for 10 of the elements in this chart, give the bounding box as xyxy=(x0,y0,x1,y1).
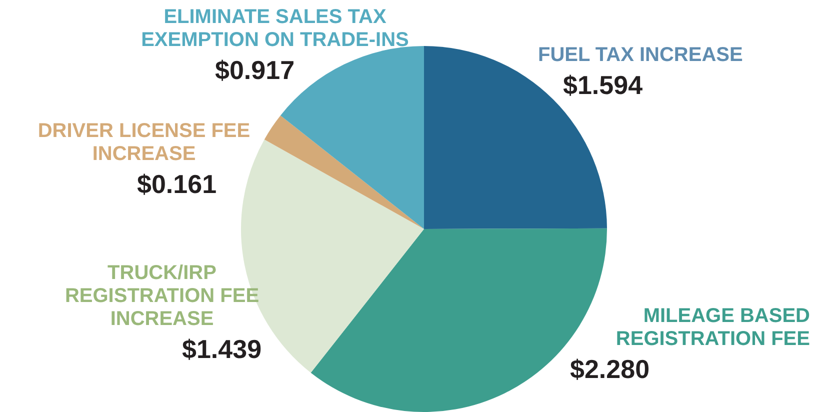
slice-label: FUEL TAX INCREASE xyxy=(538,44,744,67)
data-label: $1.594 xyxy=(562,70,644,101)
data-label: $1.439 xyxy=(181,334,262,365)
data-label: $0.917 xyxy=(214,55,296,86)
data-label: $2.280 xyxy=(570,354,651,385)
slice-label: TRUCK/IRP REGISTRATION FEE INCREASE xyxy=(64,262,260,331)
slice-label: DRIVER LICENSE FEE INCREASE xyxy=(36,120,252,166)
slice-label: ELIMINATE SALES TAX EXEMPTION ON TRADE-INS xyxy=(140,6,410,52)
slice-label: MILEAGE BASED REGISTRATION FEE xyxy=(614,305,810,351)
data-label: $0.161 xyxy=(136,169,218,200)
